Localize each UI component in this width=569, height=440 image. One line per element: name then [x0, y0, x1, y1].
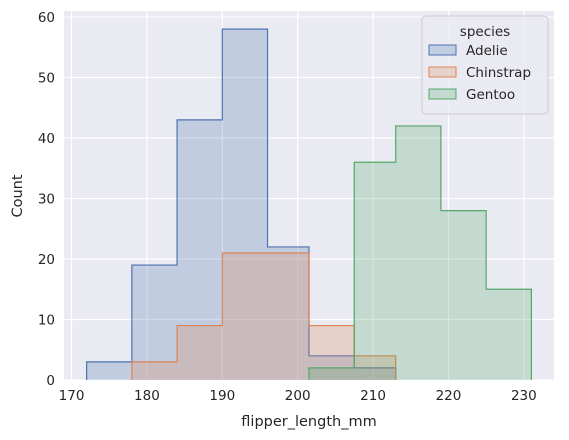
legend: species Adelie Chinstrap Gentoo: [421, 15, 549, 115]
histogram-bar: [267, 252, 309, 380]
y-tick-label: 60: [38, 10, 55, 26]
x-tick-label: 220: [436, 388, 462, 404]
legend-title: species: [460, 24, 510, 40]
y-axis-label: Count: [10, 174, 26, 217]
histogram-bars: [86, 28, 532, 381]
series-adelie: [86, 28, 397, 380]
histogram-bar: [177, 119, 223, 380]
y-tick-label: 30: [38, 192, 55, 208]
y-tick-label: 20: [38, 252, 55, 268]
legend-label: Adelie: [466, 43, 508, 59]
histogram-bar: [354, 162, 396, 380]
x-axis-label: flipper_length_mm: [241, 414, 376, 430]
x-tick-label: 230: [511, 388, 537, 404]
series-chinstrap: [131, 252, 397, 380]
y-tick-label: 0: [46, 373, 55, 389]
y-tick-label: 40: [38, 131, 55, 147]
histogram-bar: [440, 210, 487, 380]
y-axis-ticks: 0 10 20 30 40 50 60: [38, 10, 55, 389]
histogram-bar: [354, 355, 396, 380]
legend-label: Chinstrap: [466, 65, 531, 81]
histogram-bar: [131, 361, 178, 380]
histogram-bar: [395, 125, 441, 381]
histogram-bar: [222, 29, 268, 380]
legend-swatch: [428, 66, 457, 78]
histogram-bar: [177, 325, 223, 380]
series-gentoo: [308, 125, 532, 381]
histogram-bar: [267, 246, 309, 380]
series-outline: [308, 125, 532, 380]
histogram-bar: [309, 325, 355, 380]
histogram-bar: [86, 361, 132, 380]
histogram-bar: [309, 367, 355, 380]
histogram-bar: [486, 289, 532, 380]
legend-label: Gentoo: [466, 87, 515, 103]
legend-swatch: [428, 88, 457, 100]
x-tick-label: 170: [59, 388, 85, 404]
x-axis-ticks: 170 180 190 200 210 220 230: [59, 388, 537, 404]
legend-swatch: [428, 44, 457, 56]
histogram-bar: [131, 265, 178, 380]
x-tick-label: 200: [285, 388, 311, 404]
histogram-bar: [354, 367, 396, 380]
y-tick-label: 50: [38, 71, 55, 87]
x-tick-label: 190: [209, 388, 235, 404]
x-tick-label: 180: [134, 388, 160, 404]
histogram-bar: [222, 252, 268, 380]
x-tick-label: 210: [360, 388, 386, 404]
y-tick-label: 10: [38, 313, 55, 329]
